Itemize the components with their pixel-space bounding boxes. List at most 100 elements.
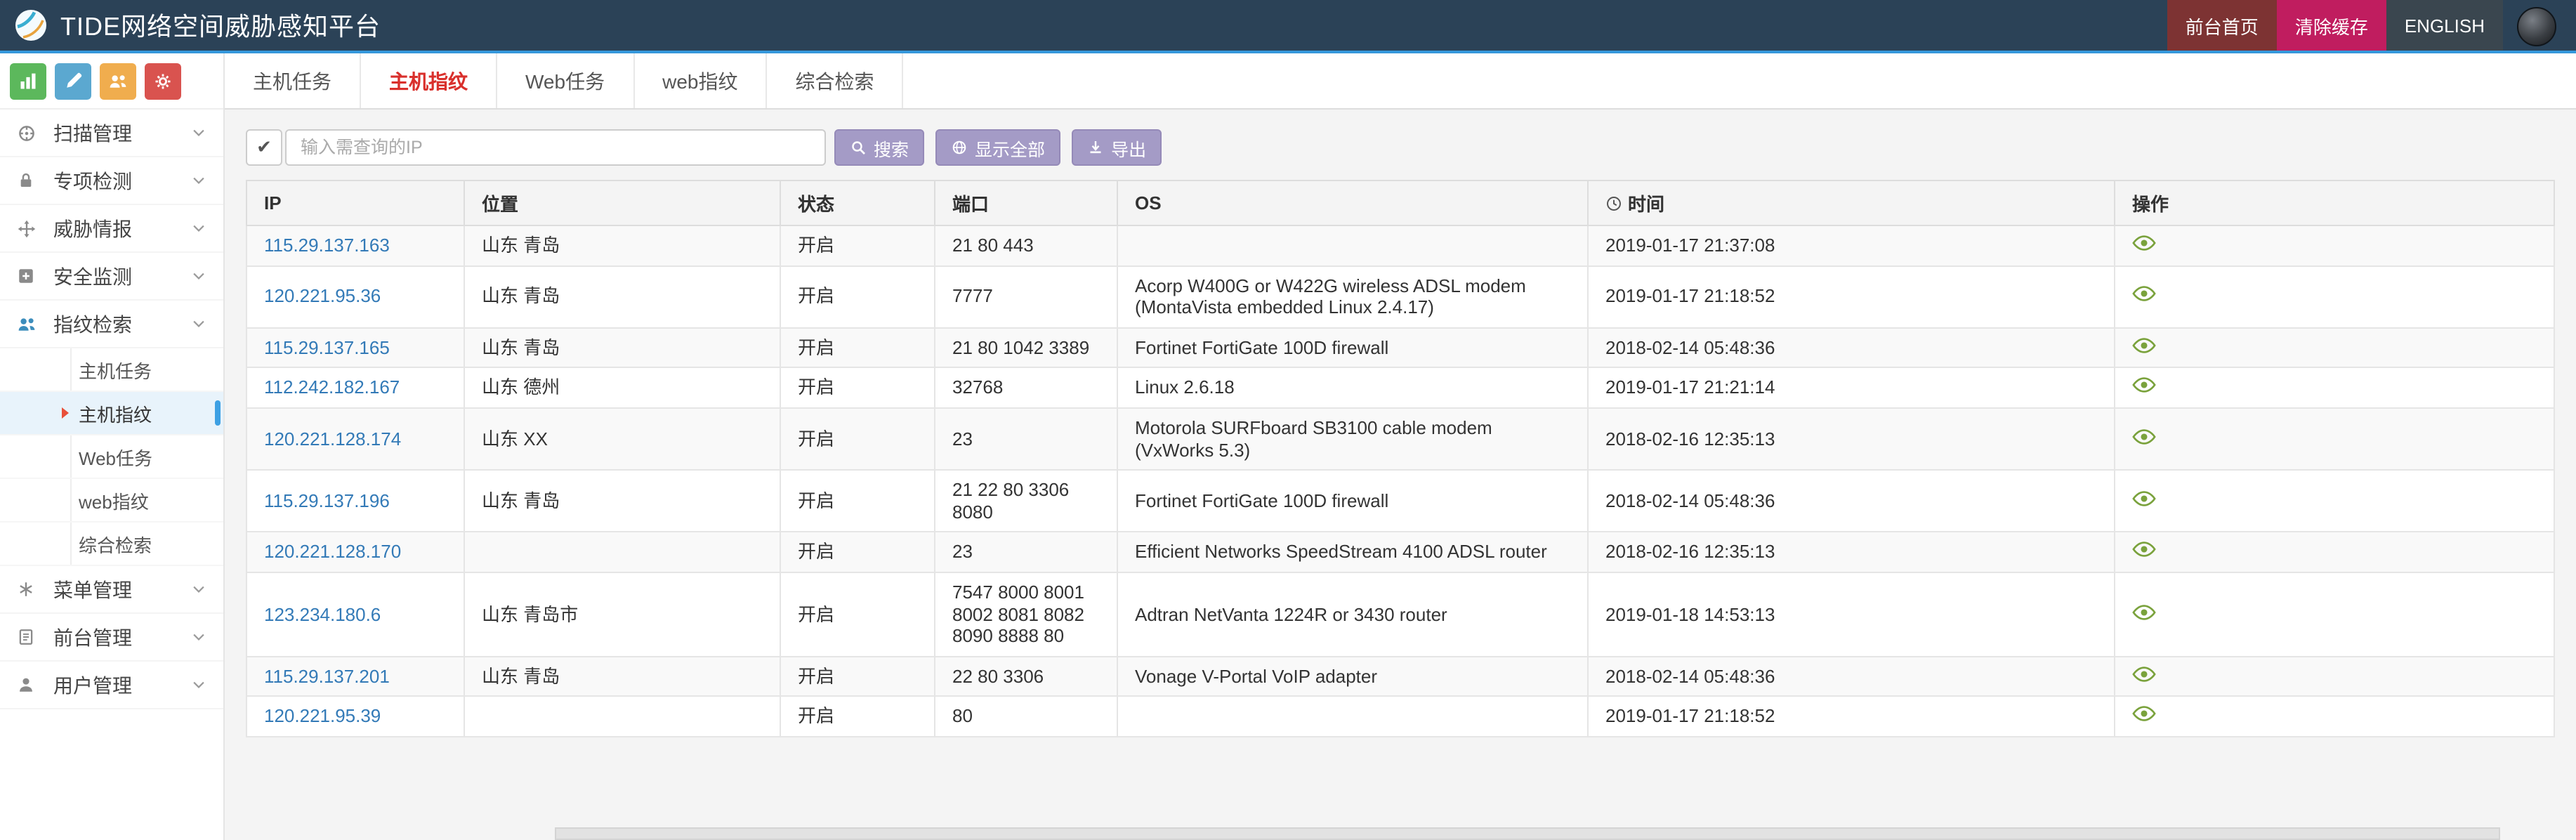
partial-footer-bar	[555, 827, 2500, 840]
action-cell	[2114, 655, 2555, 697]
security-icon	[17, 267, 42, 285]
view-detail-eye-icon[interactable]	[2132, 428, 2156, 445]
action-cell	[2114, 695, 2555, 737]
chevron-down-icon	[191, 316, 206, 332]
ip-link[interactable]: 115.29.137.201	[264, 665, 390, 687]
search-button[interactable]: 搜索	[834, 129, 925, 166]
tab-主机任务[interactable]: 主机任务	[225, 53, 361, 108]
sidebar-subitem-Web任务[interactable]: Web任务	[0, 435, 223, 479]
table-row: 120.221.128.174 山东 XX 开启 23 Motorola SURFboa…	[246, 407, 2555, 471]
ip-search-input[interactable]	[285, 129, 826, 166]
sidebar-item-安全监测[interactable]: 安全监测	[0, 253, 223, 301]
threat-icon	[17, 218, 42, 238]
sidebar-subitem-综合检索[interactable]: 综合检索	[0, 523, 223, 566]
export-button[interactable]: 导出	[1072, 129, 1162, 166]
sidebar-subitem-主机指纹[interactable]: 主机指纹	[0, 392, 223, 435]
os-cell: Linux 2.6.18	[1117, 367, 1589, 409]
sidebar-item-指纹检索[interactable]: 指纹检索	[0, 301, 223, 348]
tabbar: 主机任务 主机指纹 Web任务 web指纹 综合检索	[225, 53, 2576, 110]
caret-right-icon	[62, 407, 69, 419]
os-cell: Vonage V-Portal VoIP adapter	[1117, 655, 1589, 697]
show-all-button[interactable]: 显示全部	[935, 129, 1061, 166]
sidebar-item-label: 威胁情报	[53, 217, 132, 239]
ip-cell: 120.221.95.39	[246, 695, 465, 737]
sidebar-item-label: 扫描管理	[53, 122, 132, 144]
os-cell: Adtran NetVanta 1224R or 3430 router	[1117, 571, 1589, 657]
action-cell	[2114, 367, 2555, 409]
ip-link[interactable]: 112.242.182.167	[264, 376, 400, 398]
column-header-IP: IP	[246, 180, 465, 226]
english-button[interactable]: ENGLISH	[2386, 0, 2503, 51]
sidebar-item-专项检测[interactable]: 专项检测	[0, 157, 223, 205]
sidebar-item-威胁情报[interactable]: 威胁情报	[0, 205, 223, 253]
bar-chart-quick-button[interactable]	[10, 63, 46, 99]
home-button[interactable]: 前台首页	[2167, 0, 2277, 51]
column-header-位置: 位置	[464, 180, 781, 226]
sidebar-subitem-web指纹[interactable]: web指纹	[0, 479, 223, 523]
results-header-row: IP 位置 状态 端口 OS 时间 操作	[246, 180, 2555, 226]
ip-link[interactable]: 120.221.95.36	[264, 285, 381, 307]
ip-cell: 115.29.137.163	[246, 225, 465, 267]
gears-quick-button[interactable]	[145, 63, 181, 99]
sidebar-item-菜单管理[interactable]: 菜单管理	[0, 566, 223, 614]
time-cell: 2019-01-17 21:18:52	[1587, 695, 2115, 737]
view-detail-eye-icon[interactable]	[2132, 337, 2156, 354]
view-detail-eye-icon[interactable]	[2132, 665, 2156, 682]
sidebar-item-用户管理[interactable]: 用户管理	[0, 662, 223, 709]
ports-cell: 21 80 1042 3389	[934, 327, 1118, 369]
globe-icon	[951, 139, 968, 156]
ip-link[interactable]: 115.29.137.165	[264, 336, 390, 358]
ip-link[interactable]: 120.221.128.170	[264, 541, 402, 563]
tab-综合检索[interactable]: 综合检索	[767, 53, 904, 108]
chevron-down-icon	[191, 173, 206, 188]
pencil-quick-button[interactable]	[55, 63, 91, 99]
sidebar-subitem-label: web指纹	[79, 491, 149, 512]
clear-cache-button[interactable]: 清除缓存	[2276, 0, 2386, 51]
sidebar-subitem-label: Web任务	[79, 447, 152, 468]
check-toggle-button[interactable]: ✔	[246, 129, 282, 166]
ports-cell: 21 22 80 3306 8080	[934, 469, 1118, 533]
header-actions: 前台首页 清除缓存 ENGLISH	[2167, 0, 2576, 51]
sidebar-item-扫描管理[interactable]: 扫描管理	[0, 110, 223, 157]
view-detail-eye-icon[interactable]	[2132, 490, 2156, 507]
action-cell	[2114, 531, 2555, 573]
ports-cell: 23	[934, 407, 1118, 471]
tab-Web任务[interactable]: Web任务	[497, 53, 635, 108]
ip-link[interactable]: 115.29.137.196	[264, 490, 390, 511]
view-detail-eye-icon[interactable]	[2132, 706, 2156, 723]
users-quick-button[interactable]	[100, 63, 136, 99]
download-icon	[1087, 139, 1104, 156]
status-cell: 开启	[780, 571, 935, 657]
chevron-down-icon	[191, 582, 206, 597]
time-cell: 2018-02-16 12:35:13	[1587, 407, 2115, 471]
sidebar-item-前台管理[interactable]: 前台管理	[0, 614, 223, 662]
column-header-OS: OS	[1117, 180, 1589, 226]
tab-web指纹[interactable]: web指纹	[634, 53, 768, 108]
time-cell: 2019-01-18 14:53:13	[1587, 571, 2115, 657]
view-detail-eye-icon[interactable]	[2132, 603, 2156, 620]
view-detail-eye-icon[interactable]	[2132, 542, 2156, 558]
sidebar-subitem-主机任务[interactable]: 主机任务	[0, 348, 223, 392]
ip-link[interactable]: 120.221.128.174	[264, 428, 402, 449]
view-detail-eye-icon[interactable]	[2132, 235, 2156, 251]
column-header-端口: 端口	[934, 180, 1118, 226]
search-toolbar: ✔ 搜索 显示全部	[246, 129, 2555, 166]
os-cell	[1117, 225, 1589, 267]
sidebar-menu: 扫描管理专项检测威胁情报安全监测指纹检索 主机任务 主机指纹 Web任务 web指纹综合…	[0, 110, 223, 709]
ports-cell: 80	[934, 695, 1118, 737]
ip-link[interactable]: 120.221.95.39	[264, 705, 381, 727]
os-cell: Fortinet FortiGate 100D firewall	[1117, 469, 1589, 533]
avatar[interactable]	[2517, 7, 2556, 46]
table-row: 112.242.182.167 山东 德州 开启 32768 Linux 2.6.18 2…	[246, 367, 2555, 409]
table-row: 115.29.137.196 山东 青岛 开启 21 22 80 3306 8080 F…	[246, 469, 2555, 533]
view-detail-eye-icon[interactable]	[2132, 286, 2156, 303]
tab-主机指纹[interactable]: 主机指纹	[361, 53, 497, 108]
ip-link[interactable]: 123.234.180.6	[264, 603, 381, 625]
sidebar-item-label: 专项检测	[53, 169, 132, 192]
ip-link[interactable]: 115.29.137.163	[264, 235, 390, 256]
ip-cell: 120.221.128.170	[246, 531, 465, 573]
clock-icon	[1605, 195, 1622, 212]
chevron-down-icon	[191, 268, 206, 284]
view-detail-eye-icon[interactable]	[2132, 377, 2156, 394]
sidebar-item-label: 安全监测	[53, 265, 132, 287]
